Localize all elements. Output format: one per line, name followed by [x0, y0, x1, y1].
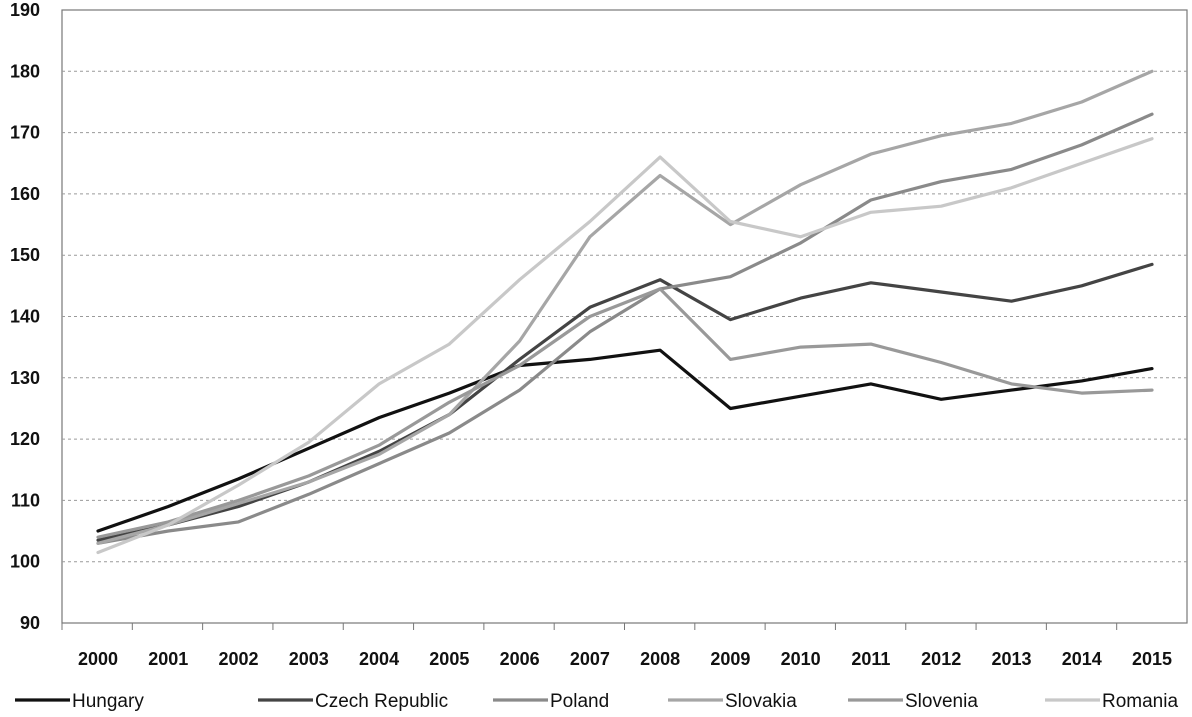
y-tick-label: 180 — [10, 61, 40, 81]
x-tick-label: 2006 — [500, 649, 540, 669]
y-tick-label: 110 — [11, 490, 40, 510]
y-tick-label: 190 — [10, 0, 40, 20]
x-tick-label: 2004 — [359, 649, 399, 669]
series-lines — [96, 69, 1154, 555]
x-tick-label: 2001 — [148, 649, 188, 669]
x-tick-label: 2014 — [1062, 649, 1102, 669]
x-tick-label: 2002 — [219, 649, 259, 669]
x-tick-label: 2000 — [78, 649, 118, 669]
legend-label: Slovenia — [905, 691, 978, 712]
y-tick-label: 100 — [10, 552, 40, 572]
y-tick-label: 140 — [10, 307, 40, 327]
y-tick-label: 90 — [20, 613, 40, 633]
legend-label: Poland — [550, 691, 609, 712]
x-tick-label: 2013 — [991, 649, 1031, 669]
y-tick-label: 150 — [10, 245, 40, 265]
legend-label: Czech Republic — [315, 691, 448, 712]
x-axis-ticks: 2000 2001 2002 2003 2004 2005 2006 2007 2008 2009… — [61, 623, 1172, 669]
series-line-poland — [96, 112, 1154, 545]
x-tick-label: 2008 — [640, 649, 680, 669]
x-tick-label: 2012 — [921, 649, 961, 669]
x-tick-label: 2011 — [851, 649, 890, 669]
x-tick-label: 2009 — [710, 649, 750, 669]
series-line-slovakia — [96, 69, 1154, 545]
x-tick-label: 2007 — [570, 649, 610, 669]
legend-label: Romania — [1102, 691, 1178, 712]
series-line-slovenia — [96, 287, 1154, 539]
y-tick-label: 120 — [10, 429, 40, 449]
x-tick-label: 2015 — [1132, 649, 1172, 669]
legend-label: Slovakia — [725, 691, 797, 712]
legend-label: Hungary — [72, 691, 144, 712]
y-tick-label: 160 — [10, 184, 40, 204]
series-line-romania — [96, 137, 1154, 555]
y-tick-label: 170 — [10, 123, 40, 143]
x-tick-label: 2005 — [429, 649, 469, 669]
y-tick-label: 130 — [10, 368, 40, 388]
x-tick-label: 2010 — [781, 649, 821, 669]
legend: Hungary Czech Republic Poland Slovakia Slove… — [15, 691, 1178, 712]
x-tick-label: 2003 — [289, 649, 329, 669]
y-axis-ticks: 90 100 110 120 130 140 150 160 170 180 190 — [10, 0, 40, 633]
